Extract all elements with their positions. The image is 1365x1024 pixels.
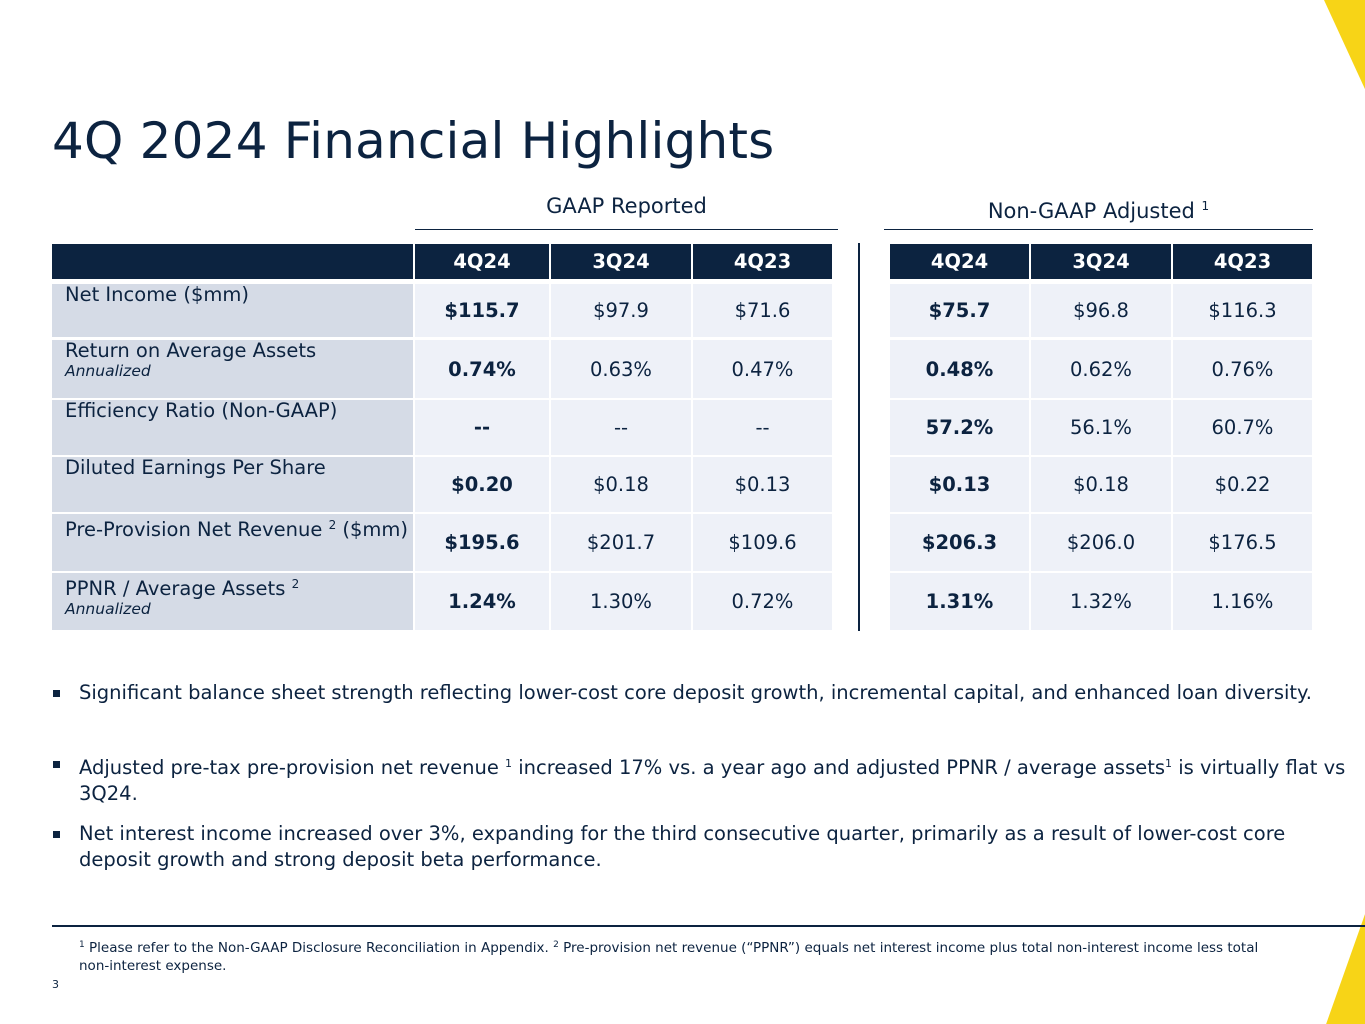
nongaap-value-cell: 1.16% <box>1173 573 1312 630</box>
gaap-value-cell: 0.63% <box>551 340 691 398</box>
nongaap-value-cell: $0.18 <box>1031 457 1171 512</box>
bullet-text: is virtually flat vs 3Q24. <box>79 756 1346 805</box>
nongaap-value-cell: $0.22 <box>1173 457 1312 512</box>
row-label-main: PPNR / Average Assets <box>65 577 286 600</box>
row-label: Diluted Earnings Per Share <box>52 457 413 512</box>
row-label-main: Net Income ($mm) <box>65 283 249 306</box>
row-label-text: Net Income ($mm) <box>65 284 249 306</box>
gaap-value-cell: $195.6 <box>415 514 549 571</box>
footnote: 1 Please refer to the Non-GAAP Disclosur… <box>79 940 1259 974</box>
row-label-footnote-ref: 2 <box>291 577 300 591</box>
gaap-value-cell: $201.7 <box>551 514 691 571</box>
gaap-value-cell: $0.18 <box>551 457 691 512</box>
gaap-value-cell: 1.24% <box>415 573 549 630</box>
nongaap-value-cell: $206.0 <box>1031 514 1171 571</box>
row-label: Net Income ($mm) <box>52 284 413 337</box>
row-label-main: Efficiency Ratio (Non-GAAP) <box>65 399 338 422</box>
row-label-annualized: Annualized <box>65 362 151 380</box>
row-label: Return on Average Assets Annualized <box>52 340 413 398</box>
nongaap-value-cell: 0.48% <box>890 340 1029 398</box>
bullet-square-icon <box>53 831 60 838</box>
gaap-value-cell: $0.13 <box>693 457 832 512</box>
nongaap-value-cell: 60.7% <box>1173 400 1312 455</box>
nongaap-value-cell: 56.1% <box>1031 400 1171 455</box>
row-label-suffix: ($mm) <box>336 518 409 541</box>
row-label: Efficiency Ratio (Non-GAAP) <box>52 400 413 455</box>
accent-stripe-top <box>1324 0 1365 90</box>
row-label-main: Pre-Provision Net Revenue <box>65 518 323 541</box>
table-header-blank <box>52 244 413 279</box>
bullet-text: Significant balance sheet strength refle… <box>79 681 1313 704</box>
nongaap-value-cell: $75.7 <box>890 284 1029 337</box>
nongaap-value-cell: $116.3 <box>1173 284 1312 337</box>
gaap-column-header: 4Q23 <box>693 244 832 279</box>
row-label-footnote-ref: 2 <box>328 518 337 532</box>
bullet-text: Net interest income increased over 3%, e… <box>79 822 1286 871</box>
nongaap-value-cell: $206.3 <box>890 514 1029 571</box>
gaap-value-cell: $0.20 <box>415 457 549 512</box>
nongaap-value-cell: $96.8 <box>1031 284 1171 337</box>
bullet-square-icon <box>53 761 60 768</box>
bullet-square-icon <box>53 690 60 697</box>
nongaap-column-header: 3Q24 <box>1031 244 1171 279</box>
gaap-value-cell: 0.72% <box>693 573 832 630</box>
nongaap-value-cell: 0.62% <box>1031 340 1171 398</box>
nongaap-value-cell: $176.5 <box>1173 514 1312 571</box>
nongaap-value-cell: $0.13 <box>890 457 1029 512</box>
bullet-item: Adjusted pre-tax pre-provision net reven… <box>52 751 1352 807</box>
row-label-text: Diluted Earnings Per Share <box>65 457 326 479</box>
bullet-footnote-ref: 1 <box>505 757 513 770</box>
nongaap-value-cell: 0.76% <box>1173 340 1312 398</box>
gaap-value-cell: 1.30% <box>551 573 691 630</box>
gaap-column-header: 4Q24 <box>415 244 549 279</box>
gaap-value-cell: 0.47% <box>693 340 832 398</box>
gaap-value-cell: -- <box>415 400 549 455</box>
row-label-main: Return on Average Assets <box>65 339 317 362</box>
gaap-value-cell: -- <box>693 400 832 455</box>
row-label: Pre-Provision Net Revenue 2 ($mm) <box>52 514 413 571</box>
bullet-text: increased 17% vs. a year ago and adjuste… <box>512 756 1166 779</box>
gaap-value-cell: $71.6 <box>693 284 832 337</box>
gaap-value-cell: $115.7 <box>415 284 549 337</box>
gaap-column-header: 3Q24 <box>551 244 691 279</box>
row-label: PPNR / Average Assets 2 Annualized <box>52 573 413 630</box>
row-label-main: Diluted Earnings Per Share <box>65 456 326 479</box>
nongaap-column-header: 4Q23 <box>1173 244 1312 279</box>
row-label-text: Efficiency Ratio (Non-GAAP) <box>65 400 337 422</box>
row-label-annualized: Annualized <box>65 600 151 618</box>
bullet-item: Net interest income increased over 3%, e… <box>52 821 1352 873</box>
table-divider <box>858 243 860 631</box>
row-label-text: Return on Average Assets <box>65 340 316 362</box>
bullet-footnote-ref: 1 <box>1165 757 1173 770</box>
page-number: 3 <box>52 978 59 991</box>
nongaap-column-header: 4Q24 <box>890 244 1029 279</box>
gaap-value-cell: -- <box>551 400 691 455</box>
accent-stripe-bottom <box>1326 914 1365 1024</box>
gaap-value-cell: 0.74% <box>415 340 549 398</box>
bullet-text: Adjusted pre-tax pre-provision net reven… <box>79 756 506 779</box>
gaap-value-cell: $109.6 <box>693 514 832 571</box>
gaap-reported-header: GAAP Reported <box>415 192 838 230</box>
row-label-text: Pre-Provision Net Revenue 2 ($mm) <box>65 514 408 541</box>
bullet-item: Significant balance sheet strength refle… <box>52 680 1352 706</box>
nongaap-value-cell: 1.31% <box>890 573 1029 630</box>
gaap-value-cell: $97.9 <box>551 284 691 337</box>
nongaap-value-cell: 1.32% <box>1031 573 1171 630</box>
page-title: 4Q 2024 Financial Highlights <box>52 112 775 170</box>
row-label-text: PPNR / Average Assets 2 <box>65 573 299 600</box>
nongaap-value-cell: 57.2% <box>890 400 1029 455</box>
non-gaap-adjusted-header: Non-GAAP Adjusted 1 <box>884 192 1313 230</box>
footer-divider <box>52 925 1365 927</box>
